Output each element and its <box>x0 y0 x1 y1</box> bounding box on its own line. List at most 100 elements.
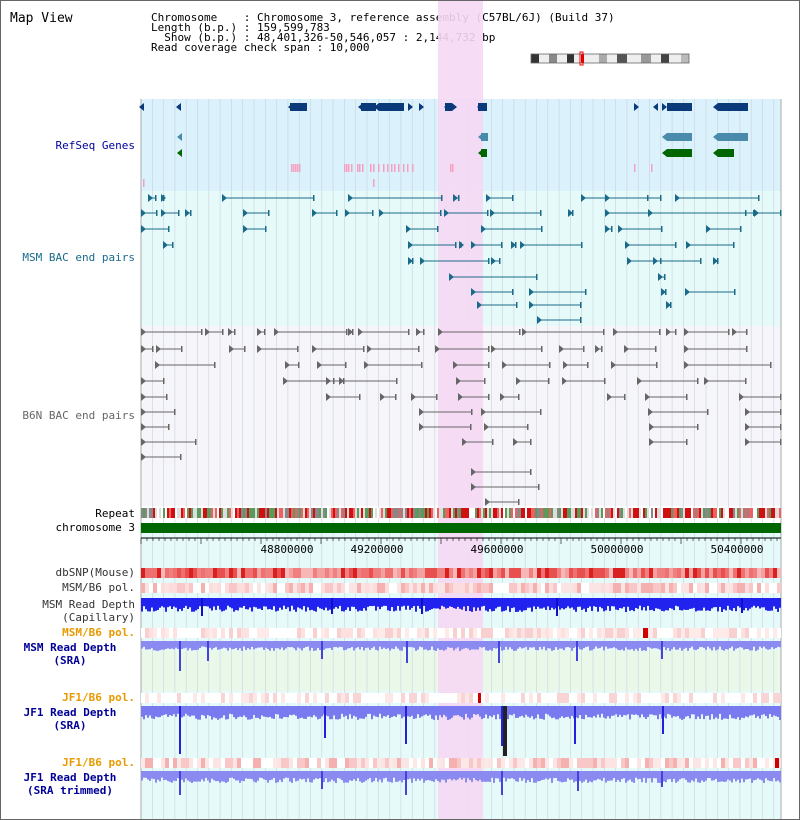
msm-b6-pol-label[interactable]: MSM/B6 pol. <box>62 581 135 594</box>
jf1-read-depth-trimmed-label-1[interactable]: JF1 Read Depth <box>23 771 117 784</box>
depth-bar <box>487 641 489 651</box>
heat-cell <box>277 758 281 768</box>
jf1-b6-pol-label[interactable]: JF1/B6 pol. <box>62 691 135 704</box>
repeat-element <box>251 508 253 518</box>
jf1-b6-pol-label-2[interactable]: JF1/B6 pol. <box>62 756 135 769</box>
b6n-bac-pairs-track[interactable] <box>141 328 782 506</box>
depth-bar <box>625 641 627 648</box>
read-depth-tracks[interactable] <box>141 598 781 795</box>
depth-bar <box>615 706 617 715</box>
refseq-feature <box>378 164 380 172</box>
bac-end-marker <box>491 345 496 353</box>
heat-cell <box>533 568 537 578</box>
msm-read-depth-sra-label-1[interactable]: MSM Read Depth <box>23 641 117 654</box>
depth-bar <box>507 706 509 720</box>
depth-bar <box>773 598 775 607</box>
depth-bar <box>279 598 281 608</box>
heat-cell <box>737 583 741 593</box>
bac-end-marker <box>625 241 630 249</box>
repeat-label[interactable]: Repeat <box>95 507 135 520</box>
highlight-region[interactable] <box>438 1 483 819</box>
heat-cell <box>737 693 741 703</box>
repeat-track[interactable] <box>141 508 781 518</box>
heat-cell <box>149 693 153 703</box>
heat-cell <box>681 628 685 638</box>
heat-tracks[interactable] <box>141 568 781 768</box>
heat-cell <box>237 758 241 768</box>
bac-end-marker <box>436 394 438 400</box>
repeat-element <box>723 508 725 518</box>
depth-bar <box>631 706 633 715</box>
heat-cell <box>421 628 425 638</box>
depth-bar <box>637 706 639 716</box>
depth-bar <box>749 641 751 651</box>
heat-cell <box>733 568 737 578</box>
msm-bac-pairs-track[interactable] <box>141 194 782 324</box>
bac-end-marker <box>152 346 154 352</box>
heat-cell <box>145 628 149 638</box>
repeat-element <box>697 508 699 518</box>
msm-bac-label[interactable]: MSM BAC end pairs <box>22 251 135 264</box>
heat-cell <box>477 628 481 638</box>
depth-bar <box>515 706 517 718</box>
depth-bar <box>503 771 505 778</box>
repeat-element <box>221 508 223 518</box>
depth-bar <box>459 641 461 651</box>
dbsnp-label[interactable]: dbSNP(Mouse) <box>55 566 135 579</box>
depth-bar <box>351 706 353 719</box>
depth-bar <box>485 598 487 611</box>
repeat-element <box>685 508 687 518</box>
repeat-element <box>337 508 339 518</box>
repeat-element <box>769 508 771 518</box>
depth-bar <box>495 706 497 720</box>
msm-read-depth-capillary-label-1[interactable]: MSM Read Depth <box>42 598 135 611</box>
depth-bar <box>447 706 449 720</box>
heat-cell <box>593 583 597 593</box>
bac-end-marker <box>572 210 574 216</box>
chromosome-ideogram[interactable] <box>530 51 690 66</box>
depth-bar <box>341 706 343 714</box>
depth-bar <box>717 771 719 783</box>
depth-bar <box>187 706 189 716</box>
msm-b6-pol-sra-label[interactable]: MSM/B6 pol. <box>62 626 135 639</box>
depth-bar <box>365 771 367 781</box>
depth-bar <box>619 641 621 651</box>
heat-cell <box>697 628 701 638</box>
heat-cell <box>253 758 257 768</box>
heat-cell <box>409 758 413 768</box>
heat-cell <box>141 583 145 593</box>
depth-bar <box>537 598 539 607</box>
heat-cell <box>705 583 709 593</box>
repeat-element <box>633 508 635 518</box>
refseq-genes-label[interactable]: RefSeq Genes <box>55 139 135 152</box>
depth-bar <box>415 706 417 719</box>
heat-cell <box>549 758 553 768</box>
depth-bar <box>141 598 143 612</box>
refseq-genes-track[interactable] <box>139 103 748 187</box>
heat-cell <box>269 758 273 768</box>
bac-end-marker <box>313 195 315 201</box>
depth-bar <box>153 641 155 651</box>
depth-bar <box>469 771 471 781</box>
heat-cell <box>289 693 293 703</box>
depth-bar <box>351 598 353 607</box>
depth-bar <box>495 641 497 649</box>
depth-bar <box>159 641 161 651</box>
depth-bar <box>183 706 185 717</box>
depth-bar <box>601 641 603 647</box>
heat-cell <box>689 628 693 638</box>
heat-cell <box>181 758 185 768</box>
depth-bar <box>735 598 737 612</box>
heat-cell <box>189 583 193 593</box>
heat-cell <box>509 758 513 768</box>
jf1-read-depth-sra-label-1[interactable]: JF1 Read Depth <box>23 706 117 719</box>
chromosome-bar[interactable] <box>141 523 781 533</box>
axis-tick-label: 50400000 <box>710 543 764 556</box>
depth-bar <box>743 706 745 719</box>
depth-bar <box>381 706 383 719</box>
depth-bar <box>291 598 293 606</box>
heat-cell <box>685 693 689 703</box>
depth-bar <box>175 598 177 608</box>
b6n-bac-label[interactable]: B6N BAC end pairs <box>22 409 135 422</box>
